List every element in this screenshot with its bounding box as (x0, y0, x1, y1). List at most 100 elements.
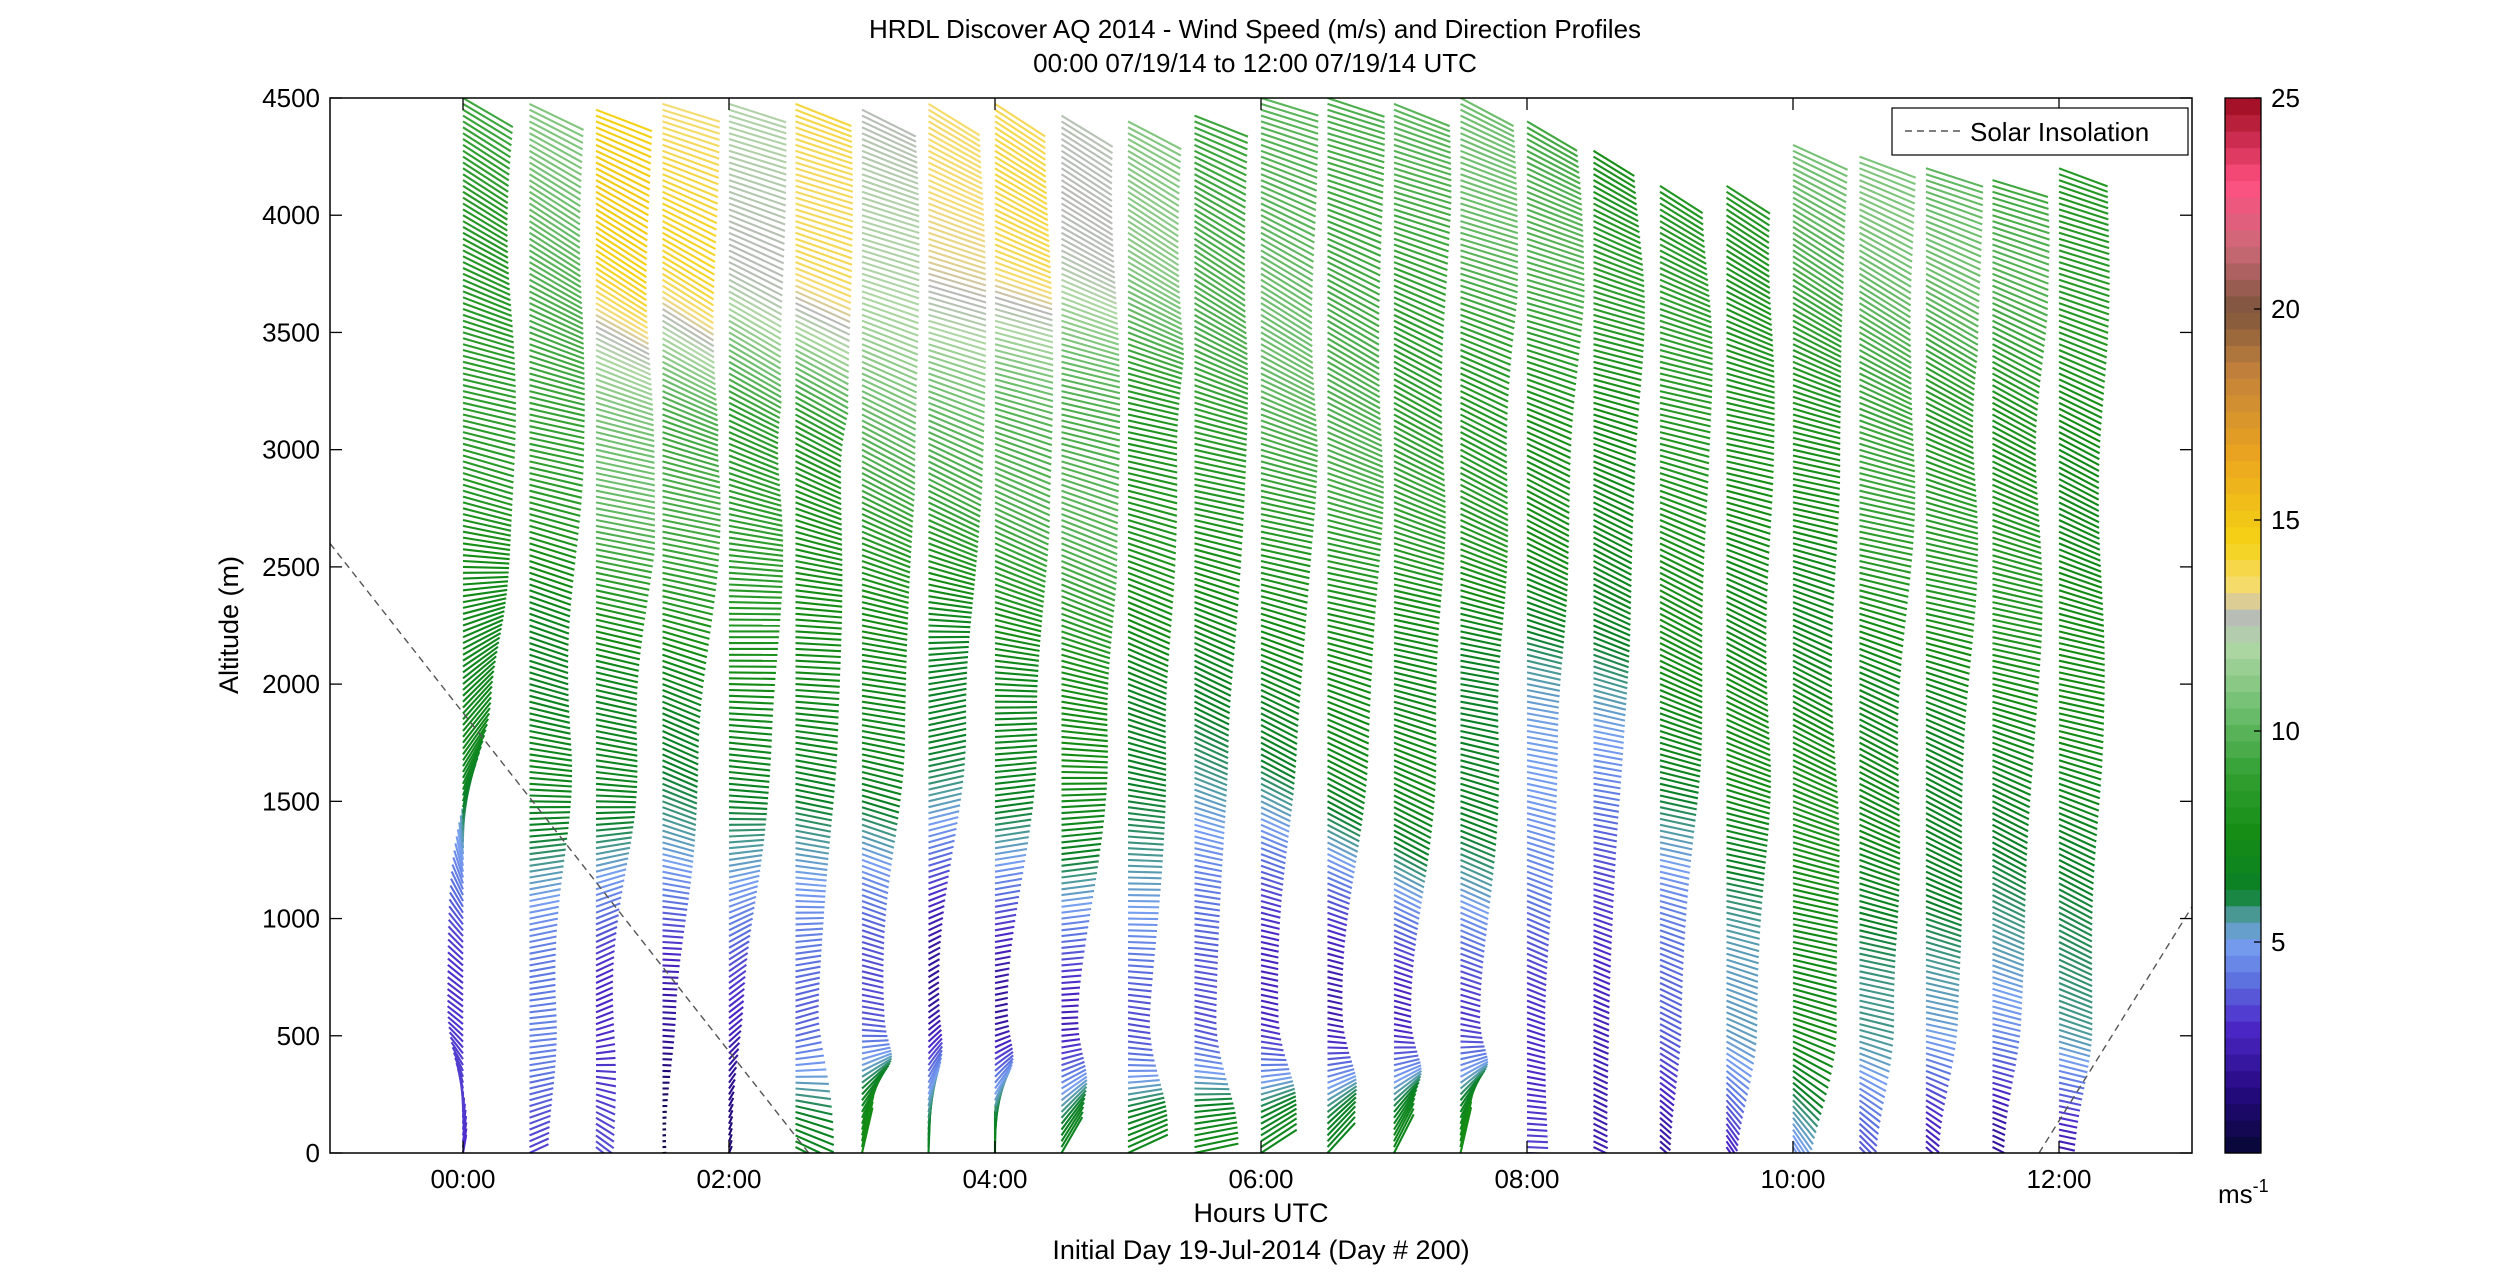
wind-barb (1792, 1140, 1802, 1153)
wind-barb (1327, 413, 1382, 442)
wind-barb (1726, 888, 1763, 899)
wind-barb (1792, 167, 1847, 197)
wind-barb (1327, 647, 1373, 663)
wind-barb (994, 901, 1019, 908)
wind-barb (928, 682, 967, 692)
wind-barb (662, 706, 701, 725)
wind-barb (1792, 618, 1833, 638)
wind-barb (928, 272, 987, 293)
wind-barb (1925, 900, 1963, 916)
wind-barb (1593, 858, 1616, 867)
wind-barb (1925, 876, 1963, 895)
wind-barb (1060, 1097, 1086, 1131)
wind-barb (1659, 220, 1706, 249)
wind-barb (1260, 601, 1307, 617)
wind-barb (861, 237, 920, 258)
wind-barb (2058, 225, 2110, 244)
wind-barb (1194, 489, 1245, 503)
wind-barb (795, 765, 837, 775)
wind-barb (1992, 653, 2041, 667)
wind-barb (1526, 958, 1548, 970)
wind-barb (1061, 814, 1105, 820)
wind-barb (1393, 548, 1445, 566)
wind-barb (1659, 442, 1710, 458)
wind-barb (928, 559, 976, 577)
wind-barb (1925, 642, 1972, 657)
wind-barb (1659, 325, 1713, 345)
wind-barb (1792, 173, 1847, 204)
wind-barb (662, 548, 719, 562)
wind-barb (1194, 1075, 1227, 1081)
wind-barb (1194, 917, 1220, 924)
wind-barb (595, 659, 639, 672)
wind-barb (1327, 987, 1343, 994)
wind-barb (795, 436, 842, 463)
wind-barb (1593, 1064, 1609, 1073)
wind-barb (529, 1070, 556, 1078)
wind-barb (928, 360, 986, 382)
wind-barb (1327, 589, 1377, 602)
wind-barb (1925, 225, 1982, 252)
wind-barb (994, 1002, 1008, 1008)
wind-barb (1393, 325, 1443, 352)
wind-barb (1526, 970, 1547, 981)
wind-barb (1858, 278, 1912, 313)
wind-barb (1127, 149, 1181, 183)
wind-barb (1460, 384, 1509, 409)
wind-barb (1859, 184, 1915, 211)
wind-barb (1992, 319, 2045, 348)
wind-barb (529, 1065, 556, 1072)
wind-barb (662, 864, 693, 874)
wind-barb (1526, 577, 1568, 597)
wind-barb (795, 167, 854, 188)
wind-barb (861, 126, 918, 154)
wind-barb (662, 501, 721, 516)
colorbar-band (2225, 856, 2261, 874)
wind-barb (1859, 970, 1895, 980)
wind-barb (595, 706, 637, 718)
wind-barb (1060, 208, 1114, 242)
wind-barb (1726, 1028, 1757, 1046)
wind-barb (861, 952, 884, 962)
wind-barb (1992, 507, 2040, 528)
wind-barb (1925, 524, 1979, 541)
wind-barb (1792, 184, 1847, 216)
wind-barb (1260, 102, 1319, 123)
wind-barb (1526, 1116, 1547, 1121)
wind-barb (529, 688, 569, 702)
wind-barb (1992, 466, 2038, 490)
wind-barb (462, 518, 512, 532)
wind-barb (1526, 325, 1581, 344)
wind-barb (994, 795, 1035, 803)
wind-barb (1127, 120, 1182, 151)
wind-barb (1593, 348, 1643, 364)
wind-barb (1593, 1128, 1608, 1138)
wind-barb (861, 864, 891, 878)
wind-barb (1061, 530, 1118, 556)
wind-barb (1992, 987, 2023, 999)
wind-barb (928, 869, 950, 879)
wind-barb (1726, 454, 1774, 468)
wind-barb (861, 694, 906, 704)
wind-barb (1725, 1040, 1756, 1059)
wind-barb (1260, 1046, 1284, 1052)
wind-barb (1194, 372, 1249, 395)
wind-barb (1260, 571, 1310, 586)
wind-barb (1061, 712, 1108, 721)
wind-barb (1526, 255, 1585, 276)
wind-barb (1992, 771, 2032, 790)
wind-barb (529, 384, 585, 401)
wind-barb (1992, 817, 2029, 839)
wind-barb (728, 542, 784, 552)
wind-barb (1127, 407, 1179, 422)
wind-barb (1460, 1040, 1484, 1044)
wind-barb (1725, 243, 1770, 273)
wind-barb (1526, 243, 1585, 265)
wind-barb (595, 132, 652, 159)
wind-barb (1460, 407, 1508, 434)
wind-barb (861, 788, 901, 802)
wind-barb (728, 688, 775, 693)
wind-barb (1725, 267, 1771, 295)
wind-barb (1859, 689, 1899, 710)
wind-barb (1526, 765, 1558, 774)
